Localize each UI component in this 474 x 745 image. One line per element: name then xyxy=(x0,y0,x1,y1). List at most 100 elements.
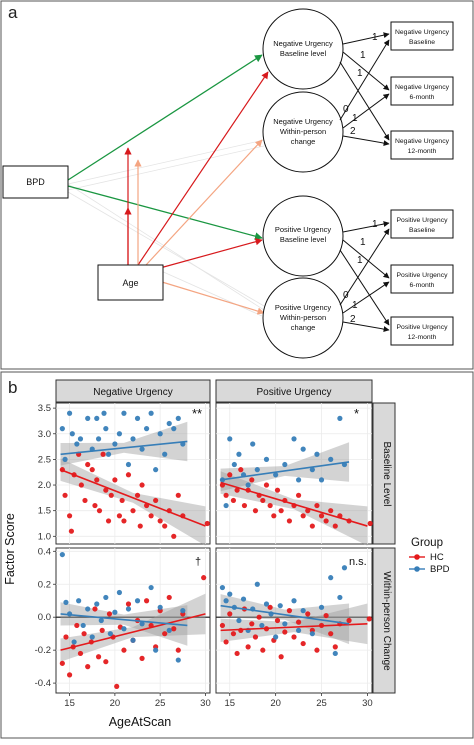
data-point-hc xyxy=(267,604,273,610)
data-point-bpd xyxy=(337,415,343,421)
data-point-hc xyxy=(162,631,168,637)
data-point-bpd xyxy=(112,441,118,447)
data-point-hc xyxy=(278,508,284,514)
age-node: Age xyxy=(97,264,164,301)
data-point-hc xyxy=(309,523,315,529)
data-point-bpd xyxy=(180,608,186,614)
data-point-hc xyxy=(332,523,338,529)
data-point-bpd xyxy=(300,608,306,614)
pu-loading-base-2: 1 xyxy=(360,237,366,248)
data-point-bpd xyxy=(105,451,112,457)
data-point-hc xyxy=(175,492,181,498)
data-point-bpd xyxy=(85,415,91,421)
data-point-hc xyxy=(171,626,177,632)
faint-paths xyxy=(67,139,265,317)
pu-change-line2: Within-person xyxy=(280,313,326,322)
data-point-bpd xyxy=(62,456,68,462)
nu-obs-12month-line2: 12-month xyxy=(408,148,437,155)
data-point-hc xyxy=(241,502,248,509)
confidence-band-hc xyxy=(220,471,368,546)
data-point-hc xyxy=(85,664,91,670)
x-tick-label: 25 xyxy=(316,698,327,709)
data-point-hc xyxy=(346,617,352,624)
data-point-hc xyxy=(274,617,281,624)
data-point-hc xyxy=(332,644,338,650)
data-point-bpd xyxy=(121,626,127,632)
nu-observed-6month: Negative Urgency 6-month xyxy=(390,76,454,106)
y-tick-label: -0.2 xyxy=(35,645,51,656)
data-point-hc xyxy=(219,622,226,629)
data-point-hc xyxy=(116,513,123,519)
data-point-hc xyxy=(121,518,127,524)
x-tick-label: 15 xyxy=(224,698,235,709)
legend-bpd-marker xyxy=(414,566,420,572)
data-point-hc xyxy=(227,472,233,478)
nu-change-line1: Negative Urgency xyxy=(273,117,333,126)
data-point-hc xyxy=(105,518,112,524)
data-point-hc xyxy=(119,497,125,504)
data-point-hc xyxy=(62,492,68,498)
nu-loading-arrows xyxy=(339,32,390,147)
nu-change-line2: Within-person xyxy=(280,127,326,136)
data-point-bpd xyxy=(59,551,65,558)
bpd-node-label: BPD xyxy=(26,177,45,187)
data-point-hc xyxy=(92,606,98,612)
fit-line-bpd xyxy=(220,604,350,625)
data-point-hc xyxy=(282,629,288,635)
data-point-bpd xyxy=(76,598,82,604)
data-point-bpd xyxy=(134,415,141,421)
y-tick-label: 0.4 xyxy=(38,546,51,557)
data-point-hc xyxy=(153,497,159,504)
data-point-hc xyxy=(314,502,320,509)
data-point-bpd xyxy=(95,436,102,442)
x-tick-label: 20 xyxy=(270,698,281,709)
fit-line-bpd xyxy=(220,461,350,481)
data-point-hc xyxy=(263,482,270,488)
data-point-bpd xyxy=(166,420,172,427)
data-point-hc xyxy=(81,631,87,637)
data-point-bpd xyxy=(254,581,260,587)
data-point-bpd xyxy=(254,467,260,473)
pu-loading-arrows xyxy=(339,221,390,333)
data-point-bpd xyxy=(337,594,343,601)
data-point-hc xyxy=(103,487,109,493)
data-point-bpd xyxy=(112,609,118,615)
data-point-bpd xyxy=(273,634,279,640)
age-to-pu-baseline-arrow xyxy=(159,238,263,269)
data-point-hc xyxy=(96,508,103,514)
panel-b-label: b xyxy=(8,378,17,397)
sig-negative-urgency-change: † xyxy=(195,556,201,568)
bpd-to-pu-baseline-arrow xyxy=(67,185,263,240)
data-point-bpd xyxy=(139,621,145,627)
data-point-hc xyxy=(74,622,80,629)
data-point-hc xyxy=(139,655,145,661)
data-point-bpd xyxy=(341,565,348,571)
strip-negative-urgency-label: Negative Urgency xyxy=(93,387,172,398)
pu-obs-6month-line2: 6-month xyxy=(410,282,435,289)
pu-change-line1: Positive Urgency xyxy=(275,303,332,312)
data-point-hc xyxy=(171,533,177,539)
data-point-bpd xyxy=(282,621,288,627)
data-point-bpd xyxy=(59,426,65,432)
strip-positive-urgency xyxy=(215,379,373,403)
x-axis-title: AgeAtScan xyxy=(109,715,172,729)
data-point-bpd xyxy=(295,477,302,483)
y-tick-label: 3.0 xyxy=(38,429,51,440)
nu-loading-change-0: 0 xyxy=(343,104,349,115)
pu-observed-12month: Positive Urgency 12-month xyxy=(390,316,454,346)
data-point-bpd xyxy=(89,634,95,640)
fit-line-hc xyxy=(60,613,206,651)
data-point-bpd xyxy=(103,594,109,601)
panel-b-scatter-grid: b Negative Urgency Positive Urgency Base… xyxy=(0,371,474,739)
data-point-hc xyxy=(318,513,325,519)
data-point-hc xyxy=(106,611,113,617)
pu-observed-baseline: Positive Urgency Baseline xyxy=(390,209,454,239)
data-point-bpd xyxy=(171,426,177,432)
data-point-bpd xyxy=(94,415,100,421)
data-point-hc xyxy=(256,614,262,620)
data-point-bpd xyxy=(314,451,320,457)
data-point-bpd xyxy=(69,431,75,437)
data-point-hc xyxy=(278,654,284,660)
data-point-hc xyxy=(305,611,311,617)
